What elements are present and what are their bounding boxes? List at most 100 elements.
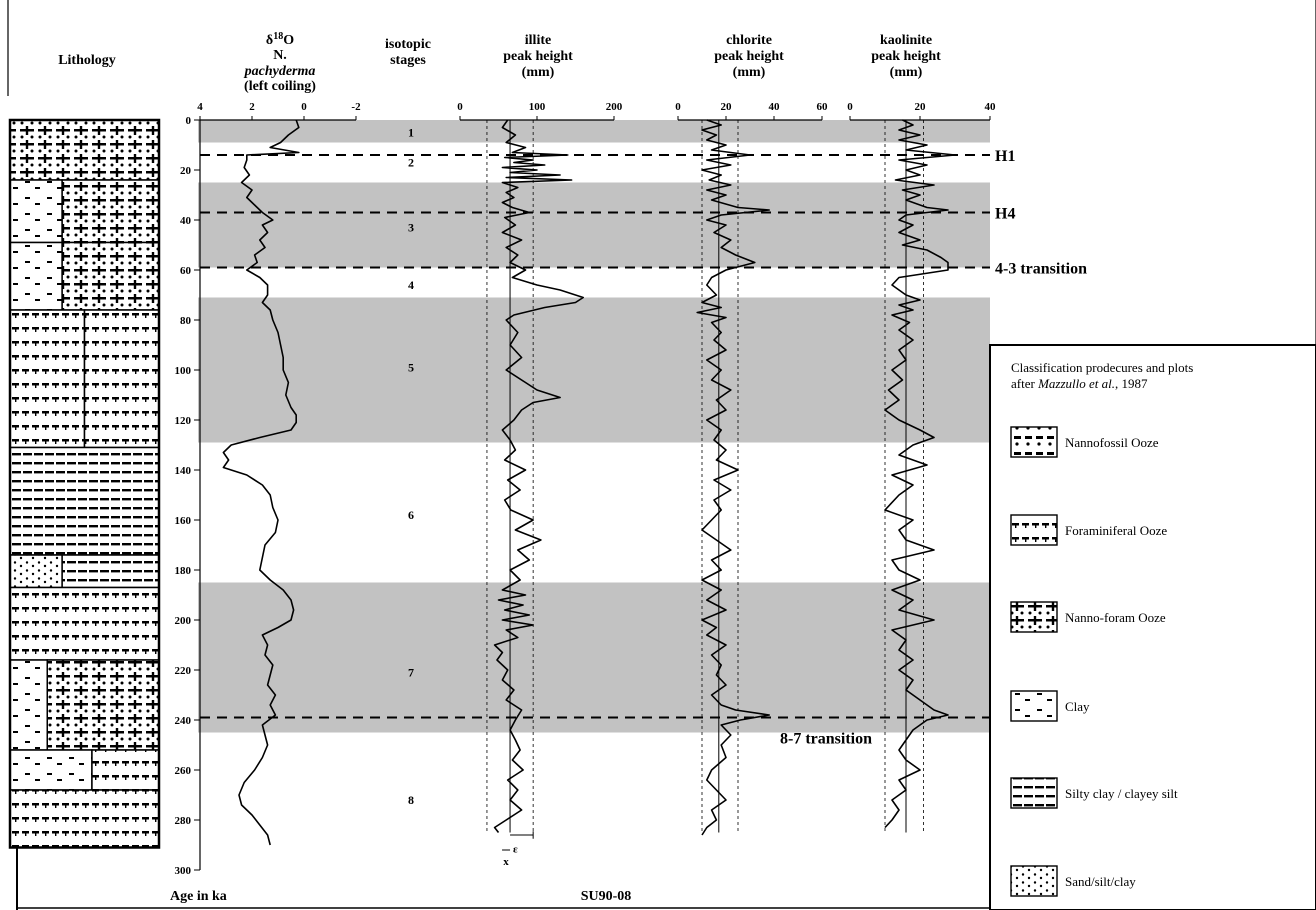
age-tick-label: 40 <box>180 215 192 227</box>
d18o-panel: 4 2 0 -2 <box>197 101 361 846</box>
age-tick-label: 280 <box>175 815 192 827</box>
age-tick-label: 300 <box>175 865 192 877</box>
svg-text:peak height: peak height <box>503 49 573 64</box>
svg-text:illite: illite <box>525 33 551 48</box>
legend: Classification prodecures and plots afte… <box>989 344 1316 910</box>
lithology-unit-2-left <box>9 179 63 244</box>
age-tick-label: 240 <box>175 715 192 727</box>
illite-tick-label: 0 <box>457 101 463 113</box>
lithology-unit-9-right <box>91 749 160 791</box>
svg-text:(mm): (mm) <box>733 65 766 80</box>
kaolinite-panel: 0 20 40 <box>847 101 996 833</box>
svg-text:chlorite: chlorite <box>726 33 772 48</box>
lithology-column <box>8 118 161 849</box>
age-tick-label: 200 <box>175 615 192 627</box>
lithology-frame <box>8 118 161 849</box>
illite-mean-label: x <box>503 856 509 868</box>
age-tick-label: 20 <box>180 165 192 177</box>
age-tick-label: 120 <box>175 415 192 427</box>
svg-text:kaolinite: kaolinite <box>880 33 932 48</box>
age-tick-label: 260 <box>175 765 192 777</box>
svg-text:pachyderma: pachyderma <box>244 64 316 79</box>
isotopic-stage-labels: 1 2 3 4 5 6 7 8 <box>408 126 414 808</box>
svg-text:(mm): (mm) <box>522 65 555 80</box>
lithology-unit-9-left <box>9 749 93 791</box>
age-tick-label: 100 <box>175 365 192 377</box>
legend-swatch-nannoforam <box>1010 601 1058 633</box>
lithology-unit-3-left <box>9 241 63 311</box>
legend-swatch-sand <box>1010 865 1058 897</box>
lithology-unit-2-right <box>61 179 160 244</box>
svg-text:peak height: peak height <box>714 49 784 64</box>
legend-label-nanno: Nannofossil Ooze <box>1065 435 1159 450</box>
isotopic-stage-3: 3 <box>408 221 414 235</box>
chlorite-panel: 0 20 40 60 <box>675 101 829 836</box>
age-tick-label: 80 <box>180 315 192 327</box>
lithology-unit-7 <box>9 586 160 661</box>
kaolinite-tick-label: 20 <box>915 101 927 113</box>
illite-header: illite peak height (mm) <box>503 33 573 80</box>
chlorite-tick-label: 0 <box>675 101 681 113</box>
d18o-tick-label: 2 <box>249 101 255 113</box>
svg-text:δ18O: δ18O <box>266 31 294 49</box>
illite-series-line <box>493 119 584 833</box>
shaded-band-4 <box>198 582 990 733</box>
age-tick-label: 140 <box>175 465 192 477</box>
isotopic-stage-7: 7 <box>408 666 414 680</box>
shaded-band-2 <box>198 182 990 268</box>
lithology-unit-6-right <box>61 554 160 589</box>
isotopic-shaded-bands <box>198 120 990 733</box>
shaded-band-3 <box>198 297 990 443</box>
lithology-unit-4-left <box>9 309 86 449</box>
lithology-unit-6-left <box>9 554 63 589</box>
legend-label-clay: Clay <box>1065 699 1090 714</box>
isotopic-stage-1: 1 <box>408 126 414 140</box>
illite-tick-label: 200 <box>606 101 623 113</box>
isotopic-stage-8: 8 <box>408 793 414 807</box>
chlorite-series-line <box>696 119 770 836</box>
legend-swatch-silty <box>1010 777 1058 809</box>
d18o-tick-label: 4 <box>197 101 203 113</box>
isotopic-stage-2: 2 <box>408 156 414 170</box>
illite-panel: 0 100 200 xε <box>457 101 623 868</box>
lithology-unit-1 <box>9 119 160 181</box>
legend-note: Classification prodecures and plots <box>1011 360 1193 375</box>
legend-swatch-clay <box>1010 690 1058 722</box>
isotopic-stages-header: isotopic stages <box>385 37 431 68</box>
chlorite-tick-label: 20 <box>721 101 733 113</box>
illite-epsilon-label: ε <box>513 844 518 856</box>
isotopic-stage-4: 4 <box>408 278 414 292</box>
event-label-1: H1 <box>995 148 1015 165</box>
chlorite-tick-label: 40 <box>769 101 781 113</box>
legend-swatch-foram <box>1010 514 1058 546</box>
svg-text:(mm): (mm) <box>890 65 923 80</box>
svg-text:N.: N. <box>273 48 287 63</box>
age-tick-label: 0 <box>186 115 192 127</box>
svg-text:peak height: peak height <box>871 49 941 64</box>
age-axis: 0 20 40 60 80 100 120 140 160 180 200 220 240 260 280 3… <box>175 115 201 877</box>
svg-text:isotopic: isotopic <box>385 37 431 52</box>
legend-label-sand: Sand/silt/clay <box>1065 874 1136 889</box>
age-tick-label: 160 <box>175 515 192 527</box>
age-tick-label: 220 <box>175 665 192 677</box>
kaolinite-tick-label: 40 <box>985 101 997 113</box>
event-label-2: H4 <box>995 206 1015 223</box>
lithology-header: Lithology <box>58 53 116 68</box>
svg-text:stages: stages <box>390 53 426 68</box>
illite-tick-label: 100 <box>529 101 546 113</box>
legend-swatch-nanno <box>1010 426 1058 458</box>
legend-note-citation: after Mazzullo et al., 1987 <box>1011 376 1148 391</box>
lithology-unit-8-right <box>46 659 160 751</box>
svg-text:(left coiling): (left coiling) <box>244 79 316 94</box>
d18o-tick-label: 0 <box>301 101 307 113</box>
event-label-4: 8-7 transition <box>780 731 872 748</box>
core-label: SU90-08 <box>581 889 632 904</box>
isotopic-stage-6: 6 <box>408 508 414 522</box>
kaolinite-series-line <box>884 119 956 829</box>
chlorite-tick-label: 60 <box>817 101 829 113</box>
lithology-unit-4-right <box>83 309 160 449</box>
legend-label-nannoforam: Nanno-foram Ooze <box>1065 610 1166 625</box>
event-label-3: 4-3 transition <box>995 261 1087 278</box>
lithology-unit-10 <box>9 789 160 849</box>
